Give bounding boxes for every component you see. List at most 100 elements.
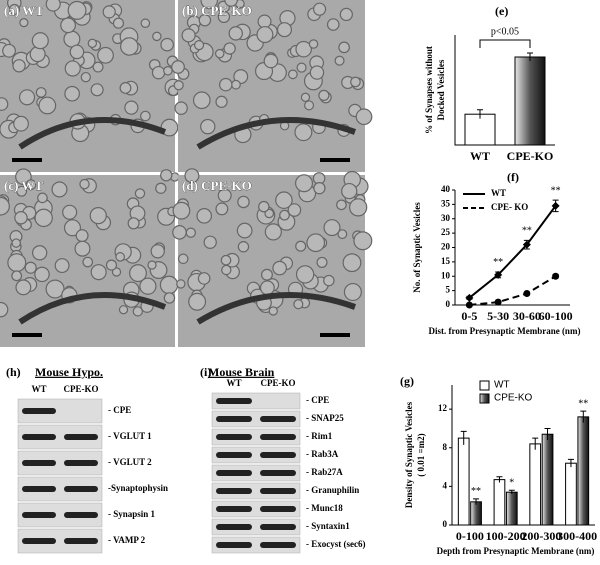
y-tick-label: 10	[441, 270, 451, 280]
lane-label: CPE-KO	[261, 378, 296, 388]
vesicle	[177, 253, 189, 265]
bar	[470, 501, 482, 526]
blot-strip	[211, 428, 301, 446]
blot-band	[64, 434, 98, 440]
y-tick-label: 20	[441, 242, 451, 252]
vesicle	[155, 182, 167, 194]
vesicle	[90, 264, 107, 281]
blot-band	[64, 538, 98, 544]
vesicle	[32, 245, 48, 261]
bar	[457, 437, 470, 526]
vesicle	[37, 192, 48, 204]
vesicle	[217, 10, 231, 24]
vesicle	[337, 229, 348, 240]
vesicle	[54, 258, 70, 274]
legend-label: WT	[491, 188, 506, 198]
blot-band	[22, 486, 56, 492]
vesicle	[45, 279, 65, 299]
x-tick-label: 0-100	[456, 529, 484, 543]
line	[468, 205, 557, 299]
bar	[514, 56, 546, 146]
vesicle	[18, 89, 36, 106]
vesicle	[309, 65, 325, 80]
y-tick-label: 35	[441, 198, 451, 208]
vesicle	[2, 43, 16, 58]
x-tick-label: 0-5	[461, 309, 477, 323]
vesicle	[97, 46, 114, 64]
blot-strip	[211, 518, 301, 536]
y-tick-label: 0	[446, 299, 451, 309]
vesicle	[119, 82, 132, 94]
vesicle	[45, 0, 61, 12]
y-tick-label: 30	[441, 213, 451, 223]
x-tick-label: 60-100	[539, 309, 573, 323]
vesicle	[171, 60, 185, 74]
vesicle	[181, 28, 196, 43]
membrane	[196, 117, 357, 150]
blot-band	[22, 408, 56, 414]
vesicle	[275, 191, 293, 210]
vesicle	[14, 210, 28, 225]
vesicle	[62, 204, 78, 220]
vesicle	[304, 100, 315, 111]
vesicle	[15, 168, 32, 186]
vesicle	[87, 38, 98, 49]
vesicle	[300, 92, 311, 102]
vesicle	[316, 256, 328, 268]
significance: **	[551, 185, 561, 196]
vesicle	[342, 253, 362, 273]
blot-strip	[211, 446, 301, 464]
vesicle	[295, 40, 312, 58]
vesicle	[188, 292, 207, 311]
blot-row-label: - Rab3A	[306, 449, 339, 459]
vesicle	[276, 22, 293, 38]
vesicle	[312, 2, 327, 16]
vesicle	[256, 26, 274, 44]
vesicle	[341, 182, 358, 200]
vesicle	[236, 222, 253, 239]
vesicle	[15, 279, 32, 296]
blot-row-label: - Syntaxin1	[306, 521, 350, 531]
blot-band	[260, 542, 296, 548]
x-tick-label: 200-300	[521, 529, 561, 543]
bar	[464, 113, 496, 146]
vesicle	[80, 71, 91, 83]
vesicle	[7, 253, 27, 273]
marker	[465, 293, 474, 302]
blot-band	[260, 524, 296, 530]
vesicle	[215, 202, 229, 216]
vesicle	[233, 69, 249, 85]
marker	[465, 301, 473, 309]
marker	[523, 290, 531, 297]
vesicle	[35, 87, 47, 98]
vesicle	[129, 264, 147, 283]
blot-band	[260, 488, 296, 494]
vesicle	[196, 208, 213, 224]
vesicle	[260, 268, 273, 281]
panel-label: (b) CPE-KO	[182, 3, 252, 18]
blot-title: Mouse Brain	[208, 365, 275, 379]
blot-band	[216, 398, 252, 404]
blot-band	[216, 542, 252, 548]
blot-band	[22, 512, 56, 518]
significance: **	[578, 398, 588, 409]
vesicle	[172, 225, 187, 240]
error-bar	[477, 109, 483, 119]
micrograph: (b) CPE-KO	[171, 0, 373, 172]
error-bar	[508, 489, 515, 495]
vesicle	[193, 40, 205, 51]
vesicle	[67, 0, 87, 20]
vesicle	[152, 31, 162, 42]
significance: *	[509, 478, 514, 489]
blot-row-label: - Synapsin 1	[108, 509, 156, 519]
vesicle	[203, 235, 217, 249]
y-tick-label: 4	[443, 480, 448, 490]
vesicle	[16, 185, 28, 197]
vesicle	[217, 188, 232, 203]
blot-band	[64, 486, 98, 492]
vesicle	[102, 5, 116, 19]
vesicle	[308, 39, 319, 49]
vesicle	[258, 200, 270, 213]
vesicle	[323, 274, 335, 287]
